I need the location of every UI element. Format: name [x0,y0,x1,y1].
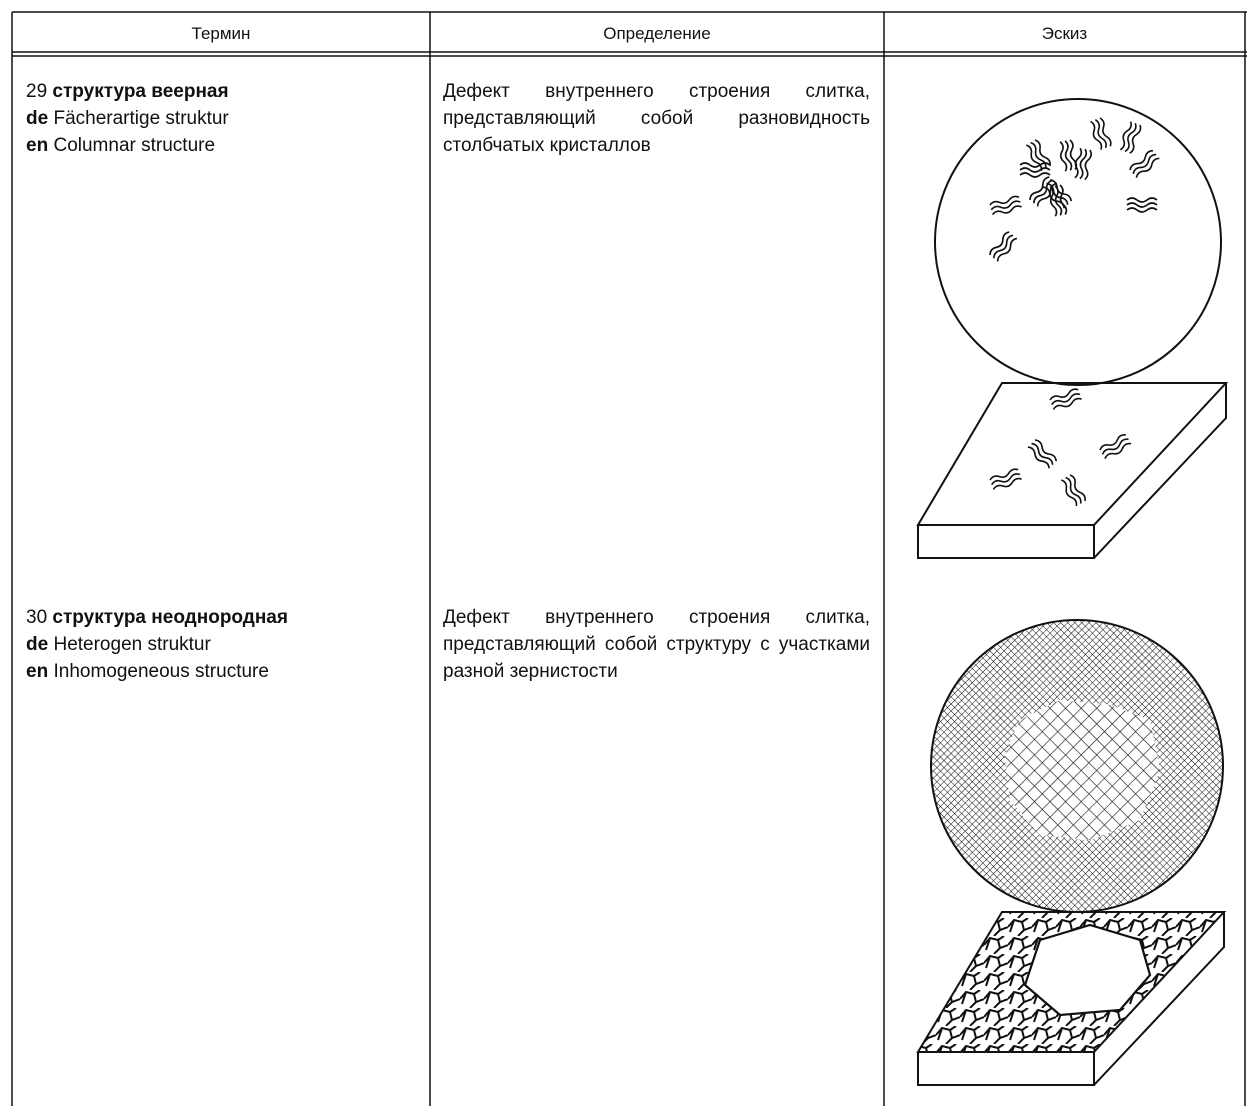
lang-label: de [26,634,49,655]
header-cell: Определение [603,24,711,43]
term-cell: 30 структура неоднородная de Heterogen s… [26,604,288,685]
definition: Дефект внутреннего строения слитка, пред… [443,607,870,682]
header-cell: Эскиз [1041,24,1088,43]
term-number: 29 [26,81,48,102]
header-cell: Термин [191,24,251,43]
term: структура неоднородная [52,607,288,628]
term-en: Inhomogeneous structure [53,661,269,682]
term-number: 30 [26,607,48,628]
lang-label: en [26,135,49,156]
lang-label: de [26,108,49,129]
term-de: Fächerartige struktur [53,108,229,129]
definition: Дефект внутреннего строения слитка, пред… [443,81,870,156]
term-de: Heterogen struktur [53,634,211,655]
term-cell: 29 структура веерная de Fächerartige str… [26,78,229,159]
term: структура веерная [52,81,229,102]
lang-label: en [26,661,49,682]
term-en: Columnar structure [53,135,216,156]
